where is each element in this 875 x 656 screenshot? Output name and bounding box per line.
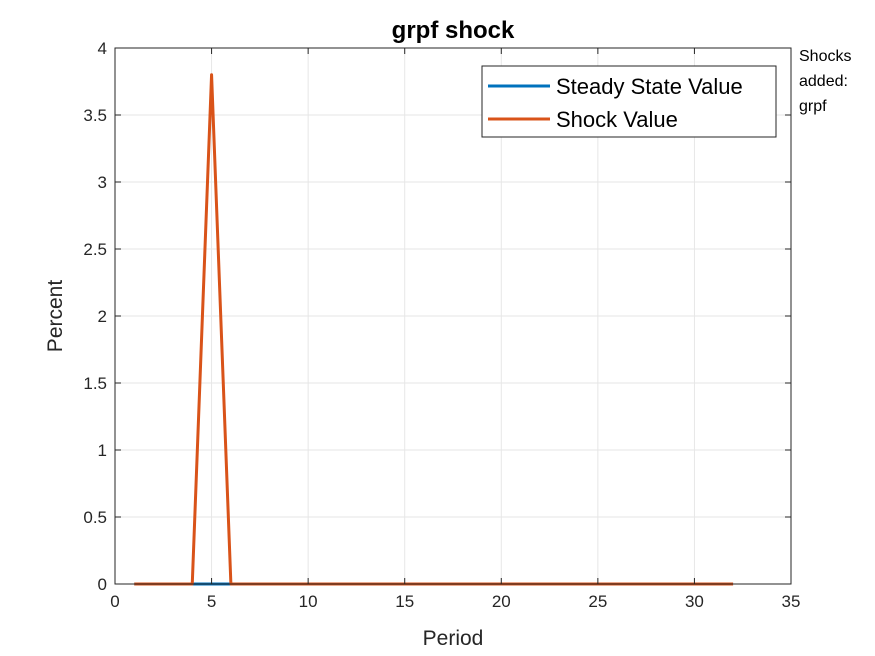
annotation-line-2: added: — [799, 73, 848, 90]
x-tick-label: 10 — [299, 592, 318, 611]
annotation-line-3: grpf — [799, 98, 827, 115]
y-tick-label: 0.5 — [83, 508, 107, 527]
legend: Steady State Value Shock Value — [481, 65, 777, 138]
y-tick-label: 2 — [98, 307, 107, 326]
y-tick-label: 0 — [98, 575, 107, 594]
x-axis-label: Period — [423, 627, 484, 650]
x-tick-label: 15 — [395, 592, 414, 611]
x-tick-label: 25 — [588, 592, 607, 611]
legend-box — [481, 65, 777, 138]
chart-title: grpf shock — [392, 17, 515, 44]
x-tick-label: 35 — [782, 592, 801, 611]
legend-label-shock-value: Shock Value — [556, 107, 678, 132]
x-tick-label: 5 — [207, 592, 216, 611]
y-tick-label: 3 — [98, 173, 107, 192]
shocks-annotation: Shocks added: grpf — [799, 48, 851, 115]
y-tick-label: 1.5 — [83, 374, 107, 393]
x-tick-label: 0 — [110, 592, 119, 611]
y-axis-label: Percent — [44, 280, 67, 353]
ticks — [114, 47, 792, 585]
tick-labels: 0 5 10 15 20 25 30 35 0 0.5 1 1.5 2 2.5 3 3.5 4 — [83, 39, 800, 611]
y-tick-label: 2.5 — [83, 240, 107, 259]
y-tick-label: 1 — [98, 441, 107, 460]
y-tick-label: 4 — [98, 39, 107, 58]
x-tick-label: 20 — [492, 592, 511, 611]
annotation-line-1: Shocks — [799, 48, 851, 65]
y-tick-label: 3.5 — [83, 106, 107, 125]
legend-label-steady-state: Steady State Value — [556, 74, 743, 99]
x-tick-label: 30 — [685, 592, 704, 611]
